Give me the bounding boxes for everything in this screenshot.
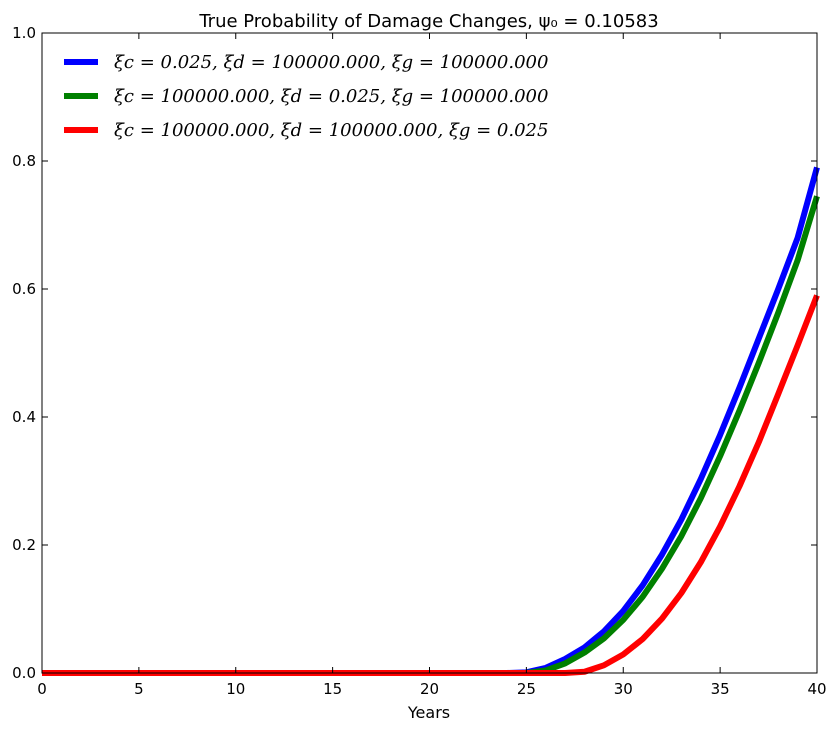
plot-area — [42, 33, 817, 673]
x-axis: 0 5 10 15 20 25 30 35 40 — [37, 33, 827, 698]
x-tick-label: 35 — [711, 680, 730, 698]
legend-entry-2: ξc = 100000.000, ξd = 0.025, ξg = 100000… — [114, 86, 548, 107]
x-tick-label: 25 — [517, 680, 536, 698]
y-tick-label: 0.0 — [12, 664, 36, 682]
legend: ξc = 0.025, ξd = 100000.000, ξg = 100000… — [64, 52, 548, 141]
x-tick-label: 40 — [807, 680, 826, 698]
x-axis-label: Years — [407, 703, 450, 722]
chart-title: True Probability of Damage Changes, ψ₀ =… — [198, 11, 658, 32]
x-tick-label: 0 — [37, 680, 47, 698]
y-tick-label: 0.6 — [12, 280, 36, 298]
y-axis: 0.0 0.2 0.4 0.6 0.8 1.0 — [12, 24, 817, 682]
x-tick-label: 30 — [614, 680, 633, 698]
legend-entry-3: ξc = 100000.000, ξd = 100000.000, ξg = 0… — [114, 120, 548, 141]
x-tick-label: 10 — [226, 680, 245, 698]
x-tick-label: 15 — [323, 680, 342, 698]
x-tick-label: 20 — [420, 680, 439, 698]
y-tick-label: 0.2 — [12, 536, 36, 554]
x-tick-label: 5 — [134, 680, 144, 698]
y-tick-label: 1.0 — [12, 24, 36, 42]
legend-entry-1: ξc = 0.025, ξd = 100000.000, ξg = 100000… — [114, 52, 548, 73]
y-tick-label: 0.8 — [12, 152, 36, 170]
y-tick-label: 0.4 — [12, 408, 36, 426]
